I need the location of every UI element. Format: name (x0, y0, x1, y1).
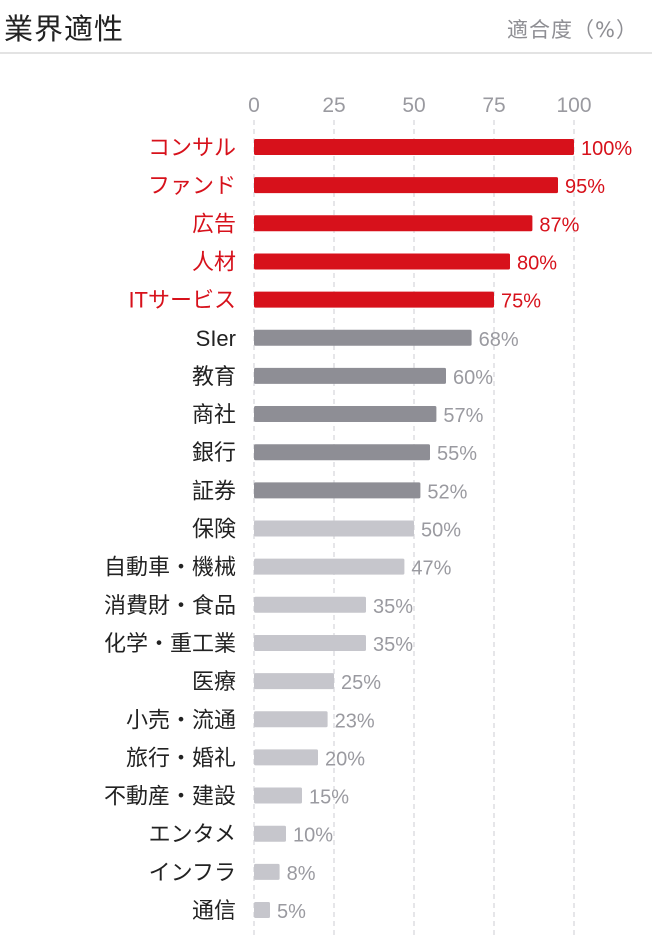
bar (254, 329, 472, 346)
bar (254, 291, 494, 308)
bar (254, 367, 446, 384)
value-label: 35% (373, 596, 413, 618)
bar (254, 596, 366, 613)
value-label: 8% (287, 863, 316, 885)
category-label: ITサービス (128, 288, 236, 313)
bar (254, 863, 280, 880)
bar (254, 177, 558, 194)
category-label: 小売・流通 (126, 707, 236, 732)
value-label: 100% (581, 138, 632, 160)
category-label: 不動産・建設 (104, 784, 236, 809)
bar (254, 902, 270, 918)
value-label: 80% (517, 252, 557, 274)
category-label: コンサル (148, 135, 236, 160)
value-label: 35% (373, 634, 413, 656)
category-label: 教育 (192, 364, 236, 389)
category-label: 商社 (192, 402, 236, 427)
bar (254, 558, 405, 575)
category-label: エンタメ (149, 822, 236, 847)
bar (254, 139, 574, 155)
category-label: 消費財・食品 (104, 593, 236, 618)
value-label: 57% (443, 405, 483, 427)
bar (254, 711, 328, 728)
value-label: 55% (437, 443, 477, 465)
category-label: 医療 (192, 669, 236, 694)
category-label: 自動車・機械 (104, 555, 236, 580)
bar (254, 482, 421, 499)
category-label: 通信 (192, 898, 236, 923)
page-title: 業界適性 (4, 12, 125, 46)
bar (254, 520, 414, 537)
value-label: 68% (479, 329, 519, 351)
category-label: ファンド (148, 173, 236, 198)
x-tick-label-50: 50 (402, 94, 425, 117)
value-label: 25% (341, 672, 381, 694)
x-tick-label-75: 75 (482, 94, 505, 117)
value-label: 15% (309, 787, 349, 809)
x-tick-label-25: 25 (322, 94, 345, 117)
bar (254, 634, 366, 651)
bar (254, 215, 533, 232)
bar (254, 253, 510, 270)
category-label: 人材 (192, 249, 236, 274)
value-label: 95% (565, 176, 605, 198)
bar (254, 444, 430, 461)
value-label: 60% (453, 367, 493, 389)
x-tick-label-0: 0 (248, 94, 260, 117)
bar (254, 749, 318, 766)
value-label: 52% (427, 481, 467, 503)
value-label: 50% (421, 520, 461, 542)
value-label: 23% (335, 710, 375, 732)
value-label: 10% (293, 825, 333, 847)
value-label: 5% (277, 901, 306, 923)
category-label: 広告 (192, 211, 236, 236)
category-label: 化学・重工業 (104, 631, 236, 656)
category-label: 証券 (192, 478, 236, 503)
category-label: インフラ (149, 860, 236, 885)
value-label: 87% (539, 214, 579, 236)
category-label: 銀行 (192, 440, 236, 465)
category-label: SIer (196, 326, 236, 351)
bar (254, 406, 437, 423)
category-label: 旅行・婚礼 (126, 745, 236, 770)
chart-header: 業界適性 適合度（%） (0, 0, 652, 54)
bar (254, 825, 286, 842)
x-tick-label-100: 100 (556, 94, 591, 117)
bar (254, 787, 302, 804)
value-label: 47% (411, 558, 451, 580)
bar (254, 673, 334, 690)
value-label: 75% (501, 291, 541, 313)
value-label: 20% (325, 748, 365, 770)
unit-label: 適合度（%） (507, 18, 638, 42)
category-label: 保険 (192, 517, 236, 542)
